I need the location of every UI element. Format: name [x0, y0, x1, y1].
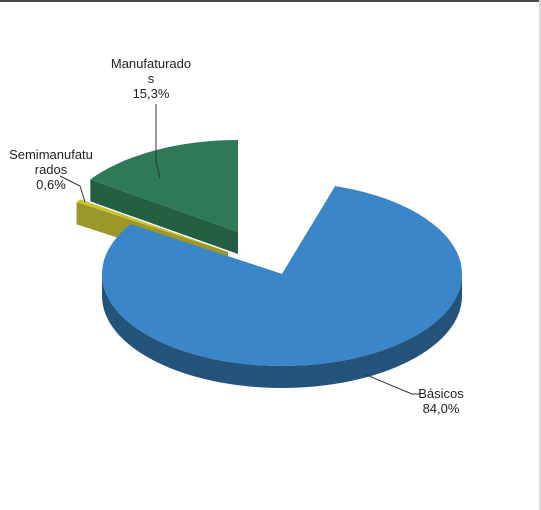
label-line: Semimanufatu [9, 147, 93, 162]
slice-label-basicos: Básicos 84,0% [396, 386, 486, 416]
pie-slice-top [90, 140, 238, 232]
slice-label-manufaturados: Manufaturado s 15,3% [92, 56, 210, 101]
leader-line-manufaturados [155, 104, 161, 179]
leader-line-basicos [363, 373, 420, 395]
slice-label-semimanufaturados: Semimanufatu rados 0,6% [4, 147, 98, 192]
pie-slice-top [102, 186, 462, 367]
frame-top-border [0, 0, 541, 2]
pie-slice-manufaturados [90, 140, 238, 254]
label-line: Manufaturado [110, 56, 192, 71]
label-line: 0,6% [36, 177, 66, 192]
pie-slice-basicos [102, 186, 462, 388]
pie-slice-top [76, 199, 228, 252]
leader-line-semimanufaturados [59, 175, 86, 203]
label-line: 84,0% [422, 401, 460, 416]
label-line: Básicos [418, 386, 464, 401]
label-line: rados [34, 162, 68, 177]
label-line: s [147, 71, 155, 86]
label-line: 15,3% [132, 86, 170, 101]
pie-slice-cut-wall [90, 179, 238, 254]
frame-right-border [539, 0, 541, 510]
pie-slice-outer-wall [102, 274, 462, 388]
